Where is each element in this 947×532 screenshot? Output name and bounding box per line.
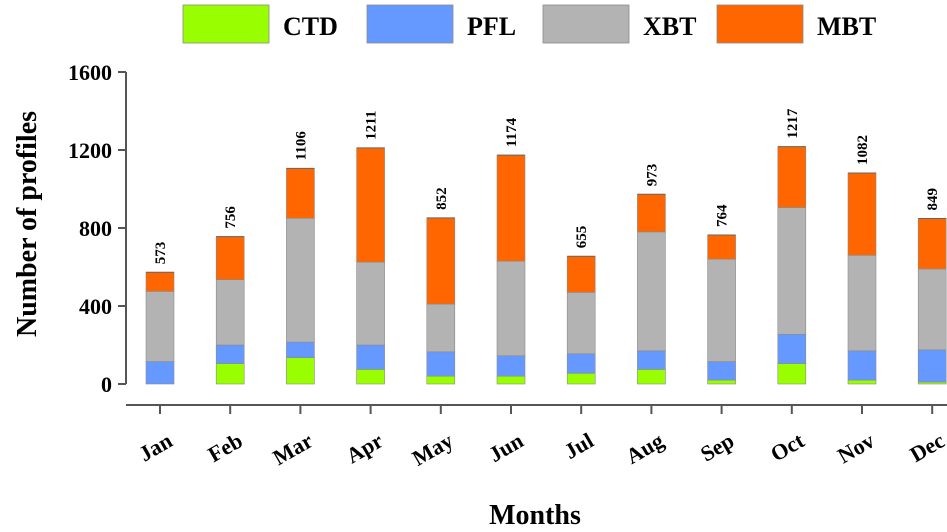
legend-swatch-pfl: [366, 4, 454, 44]
x-tick-label-mar: Mar: [268, 428, 317, 471]
bar-aug-mbt: [637, 193, 666, 233]
legend-label-ctd: CTD: [283, 12, 338, 41]
bar-jul-pfl: [566, 353, 596, 374]
y-tick-label: 0: [101, 372, 112, 397]
total-label-jun: 1174: [504, 117, 520, 147]
bar-jan-pfl: [145, 361, 175, 385]
bar-jan-xbt: [145, 291, 175, 362]
bar-may-pfl: [426, 351, 456, 377]
bar-apr-xbt: [356, 261, 385, 346]
legend-label-mbt: MBT: [817, 12, 876, 41]
bar-aug-xbt: [637, 231, 666, 352]
total-label-oct: 1217: [785, 108, 801, 139]
plot-area: 573 756 1106 1211 852 1174 655 973 764 1217 1082 84…: [68, 60, 947, 471]
bar-sep-pfl: [707, 361, 736, 381]
x-tick-label-dec: Dec: [906, 428, 947, 467]
bar-sep-mbt: [707, 234, 736, 260]
bar-mar-ctd: [286, 357, 315, 385]
bar-mar-mbt: [286, 168, 315, 219]
y-tick-label: 800: [79, 216, 112, 241]
legend-swatch-mbt: [716, 4, 804, 44]
legend: CTD PFL XBT MBT: [182, 4, 876, 44]
bar-jul-xbt: [566, 292, 596, 355]
bar-nov-mbt: [847, 172, 877, 256]
bars: [145, 146, 947, 385]
bar-oct-ctd: [777, 363, 807, 385]
total-label-aug: 973: [644, 164, 660, 187]
x-tick-label-aug: Aug: [622, 428, 668, 469]
bar-oct-xbt: [777, 207, 807, 335]
bar-apr-mbt: [356, 147, 385, 263]
bar-dec-xbt: [917, 268, 947, 351]
x-tick-label-apr: Apr: [342, 428, 388, 469]
total-label-dec: 849: [925, 188, 941, 211]
x-tick-label-may: May: [408, 428, 458, 471]
total-label-sep: 764: [715, 204, 731, 227]
y-axis: 0 400 800 1200 1600: [68, 60, 127, 397]
x-axis: Jan Feb Mar Apr May Jun Jul Aug Sep Oct Nov Dec: [126, 404, 947, 471]
legend-label-xbt: XBT: [643, 12, 696, 41]
bar-feb-pfl: [215, 344, 245, 364]
bar-feb-ctd: [215, 363, 245, 385]
total-label-feb: 756: [223, 206, 239, 229]
total-label-jul: 655: [574, 226, 590, 249]
y-axis-title: Number of profiles: [12, 111, 43, 337]
bar-jul-mbt: [566, 255, 596, 293]
x-tick-label-nov: Nov: [833, 428, 878, 469]
total-label-apr: 1211: [364, 111, 380, 140]
total-label-nov: 1082: [855, 135, 871, 165]
bar-may-ctd: [426, 375, 456, 385]
bar-may-xbt: [426, 303, 456, 353]
bar-mar-pfl: [286, 341, 315, 358]
bar-oct-mbt: [777, 146, 807, 208]
bar-oct-pfl: [777, 333, 807, 364]
bar-nov-xbt: [847, 255, 877, 352]
total-labels: 573 756 1106 1211 852 1174 655 973 764 1217 1082 84…: [153, 108, 941, 264]
bar-dec-mbt: [917, 218, 947, 270]
x-tick-label-jun: Jun: [484, 428, 527, 467]
bar-jun-mbt: [496, 154, 526, 262]
bar-apr-ctd: [356, 369, 385, 385]
bar-dec-pfl: [917, 349, 947, 383]
total-label-mar: 1106: [293, 131, 309, 161]
total-label-may: 852: [434, 187, 450, 210]
legend-label-pfl: PFL: [467, 12, 516, 41]
bar-feb-mbt: [215, 236, 245, 280]
bar-may-mbt: [426, 217, 456, 305]
x-tick-label-sep: Sep: [696, 428, 738, 467]
bar-jan-mbt: [145, 271, 175, 292]
x-tick-label-jan: Jan: [134, 428, 176, 467]
x-axis-title: Months: [489, 500, 581, 531]
bar-mar-xbt: [286, 217, 315, 343]
bar-jul-ctd: [566, 372, 596, 385]
legend-swatch-xbt: [542, 4, 630, 44]
y-tick-label: 1200: [68, 138, 112, 163]
x-tick-label-jul: Jul: [560, 428, 598, 464]
bar-nov-ctd: [847, 379, 877, 385]
bar-apr-pfl: [356, 344, 385, 370]
bar-jun-ctd: [496, 375, 526, 385]
y-tick-label: 400: [79, 294, 112, 319]
y-tick-label: 1600: [68, 60, 112, 85]
bar-aug-pfl: [637, 350, 666, 370]
x-tick-label-feb: Feb: [203, 428, 246, 467]
x-tick-label-oct: Oct: [766, 427, 809, 466]
bar-feb-xbt: [215, 279, 245, 346]
legend-swatch-ctd: [182, 4, 270, 44]
bar-aug-ctd: [637, 369, 666, 385]
bar-nov-pfl: [847, 350, 877, 381]
bar-jun-xbt: [496, 260, 526, 357]
bar-sep-ctd: [707, 379, 736, 385]
total-label-jan: 573: [153, 242, 169, 265]
bar-jun-pfl: [496, 355, 526, 377]
bar-sep-xbt: [707, 258, 736, 362]
